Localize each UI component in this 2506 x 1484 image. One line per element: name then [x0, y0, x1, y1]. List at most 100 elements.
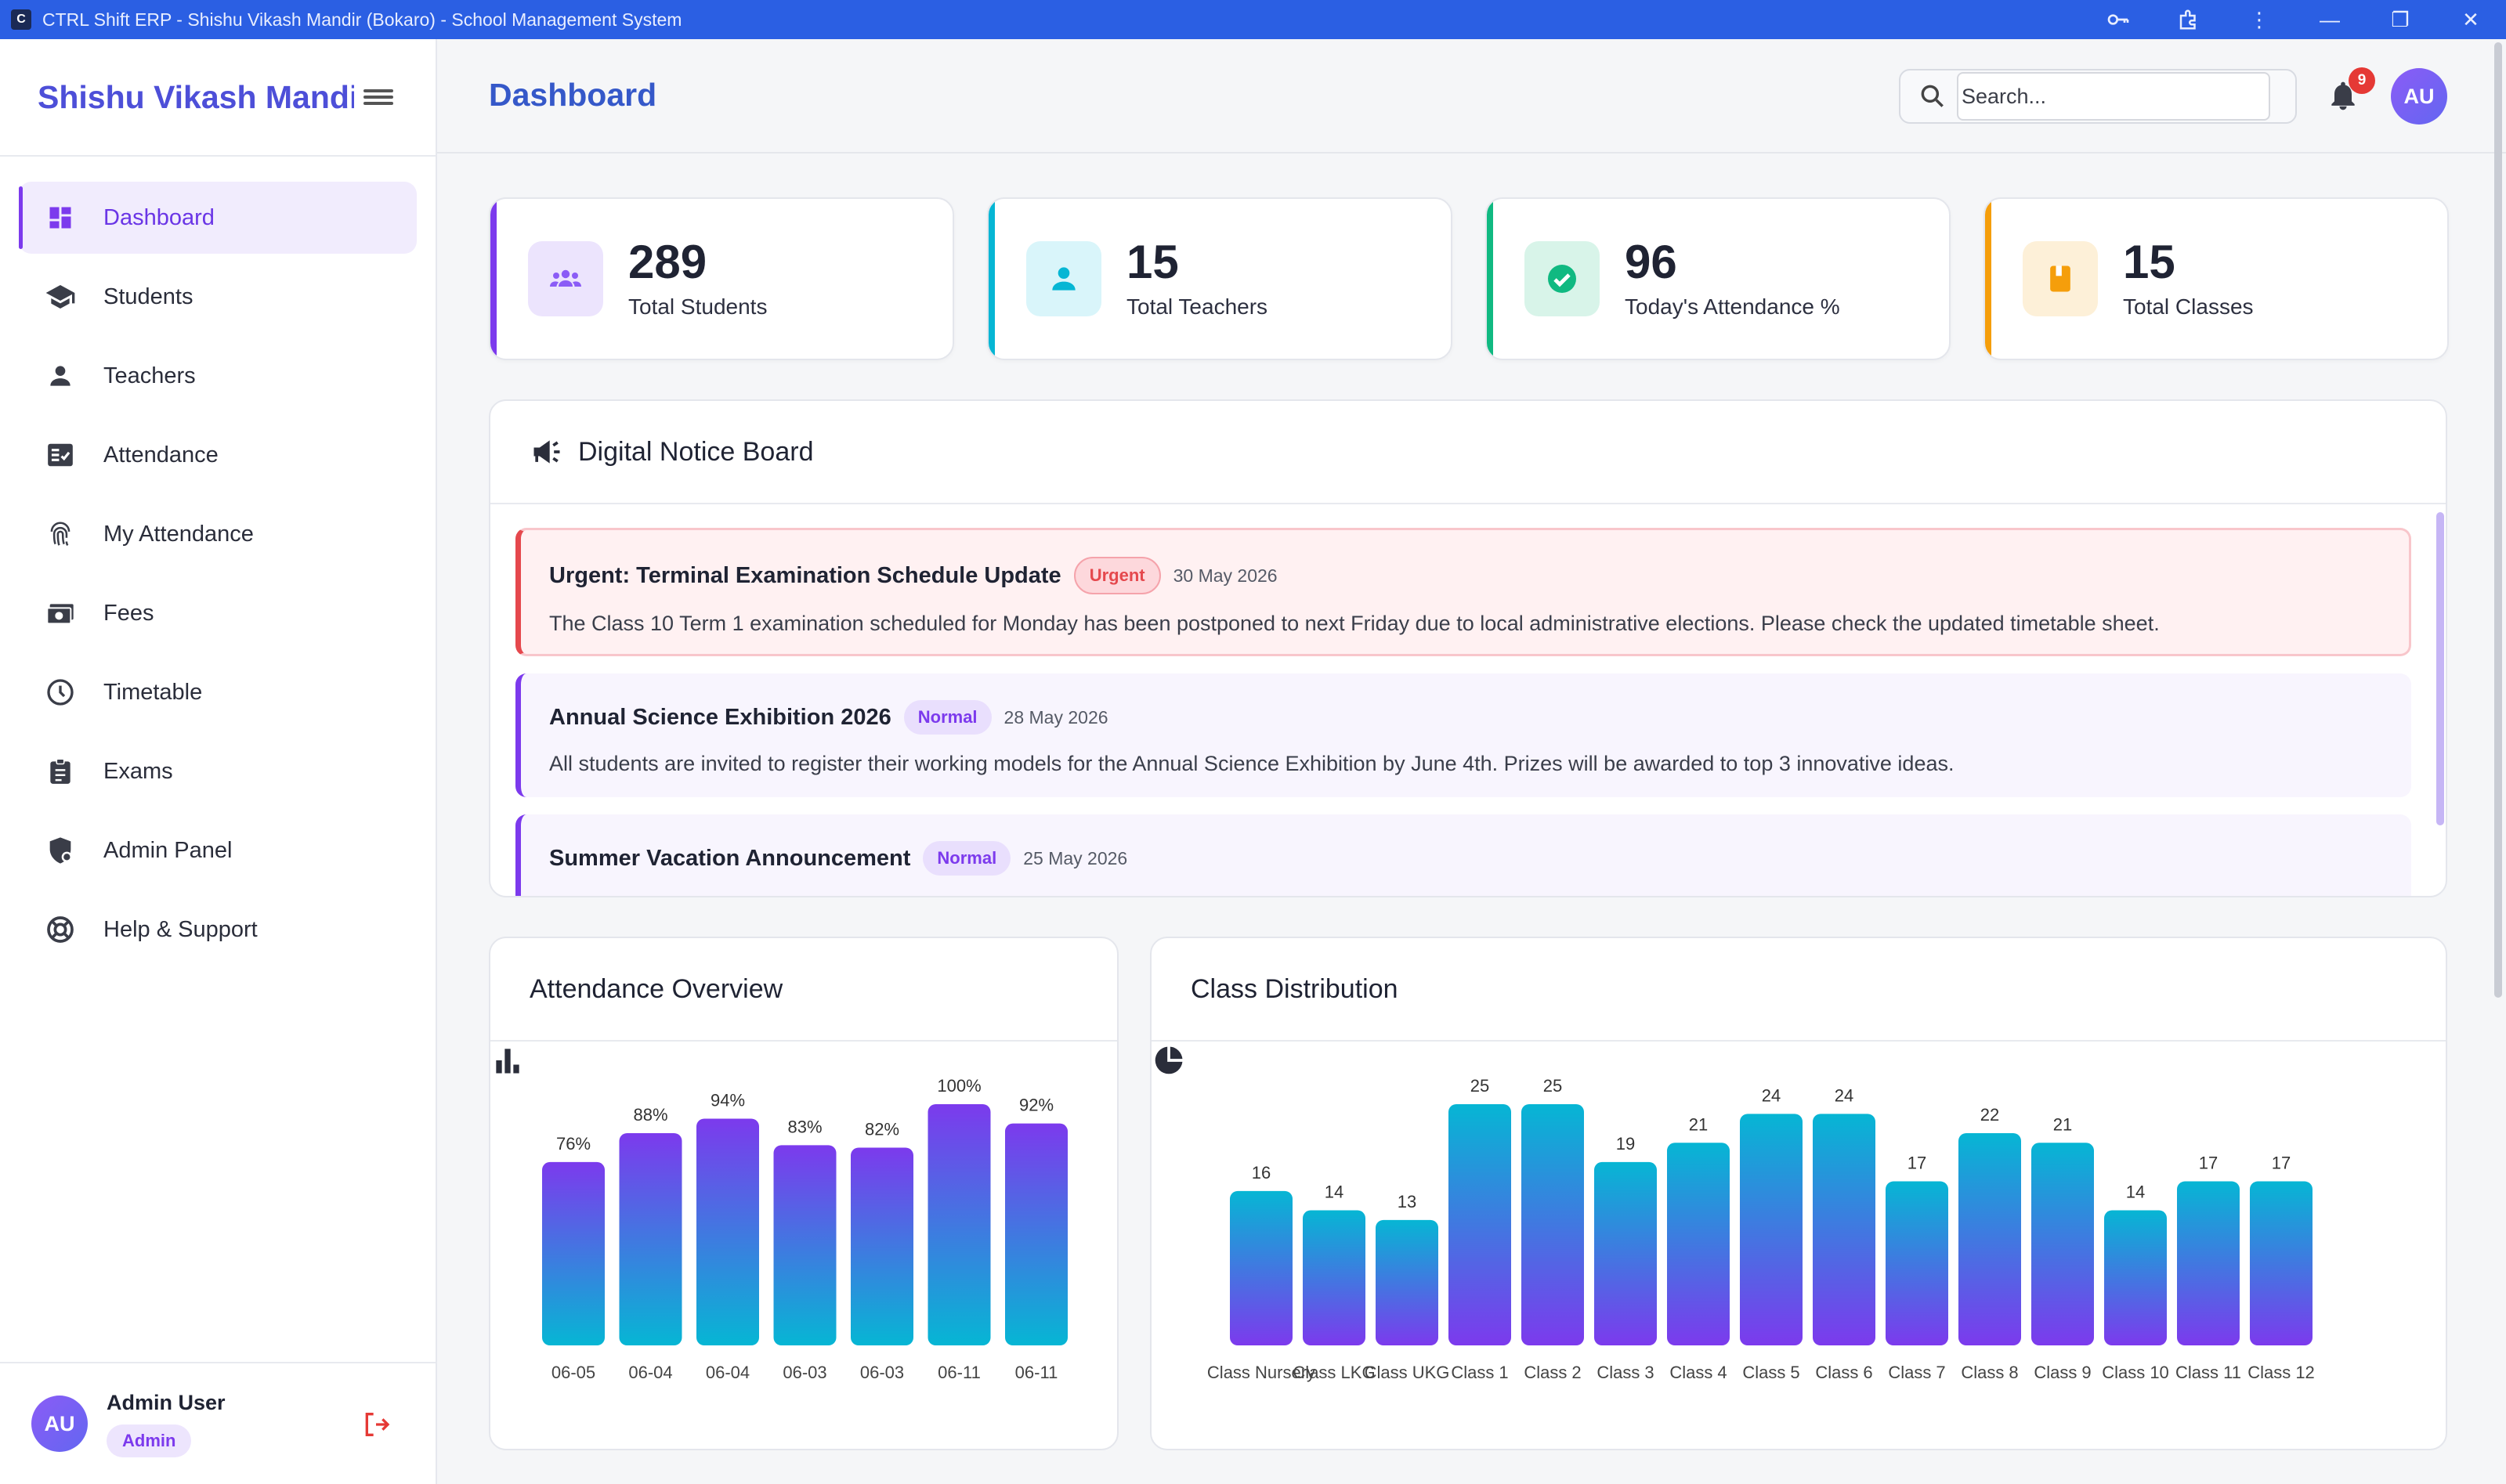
chart-bar[interactable] — [1521, 1104, 1584, 1345]
x-tick-label: 06-05 — [551, 1363, 595, 1382]
clipboard-icon — [44, 755, 77, 788]
stat-card-classes[interactable]: 15 Total Classes — [1983, 197, 2449, 360]
chart-bar[interactable] — [1005, 1123, 1068, 1345]
notice-body: The Class 10 Term 1 examination schedule… — [549, 612, 2160, 635]
chart-bar[interactable] — [928, 1104, 991, 1345]
page-scrollbar[interactable] — [2493, 39, 2503, 1484]
notice-tag: Normal — [923, 841, 1011, 876]
bar-value-label: 94% — [711, 1090, 745, 1110]
x-tick-label: 06-03 — [860, 1363, 904, 1382]
class-distribution-chart: 16 Class Nursery 14 Class LKG 13 Class UKG 25 C… — [1207, 1076, 2315, 1382]
stat-value: 96 — [1625, 236, 1677, 288]
stat-label: Total Teachers — [1126, 294, 1268, 319]
bar-value-label: 83% — [787, 1117, 822, 1136]
stat-card-attendance[interactable]: 96 Today's Attendance % — [1485, 197, 1951, 360]
bar-value-label: 16 — [1252, 1163, 1271, 1183]
more-options-icon[interactable]: ⋮ — [2249, 7, 2269, 31]
chart-bar[interactable] — [1594, 1161, 1657, 1345]
sidebar-item-fees[interactable]: Fees — [19, 577, 417, 649]
sidebar-item-dashboard[interactable]: Dashboard — [19, 182, 417, 254]
notice-item[interactable]: Summer Vacation Announcement Normal 25 M… — [515, 814, 2411, 896]
header-avatar[interactable]: AU — [2391, 68, 2447, 125]
bar-value-label: 19 — [1616, 1134, 1635, 1154]
sidebar-item-help-support[interactable]: Help & Support — [19, 894, 417, 966]
chart-bar[interactable] — [773, 1145, 837, 1345]
chart-bar[interactable] — [1303, 1210, 1365, 1345]
sidebar-item-attendance[interactable]: Attendance — [19, 419, 417, 491]
class-chart-card: Class Distribution 16 Class Nursery 14 Clas… — [1150, 937, 2447, 1450]
chart-bar[interactable] — [1376, 1219, 1438, 1345]
sidebar-item-students[interactable]: Students — [19, 261, 417, 333]
notice-scrollbar[interactable] — [2435, 504, 2446, 896]
bar-value-label: 25 — [1470, 1076, 1489, 1096]
chart-bar[interactable] — [1667, 1143, 1730, 1345]
minimize-button[interactable]: — — [2320, 7, 2340, 31]
stat-label: Total Students — [628, 294, 768, 319]
sidebar-nav: Dashboard Students Teachers Attendance M… — [0, 157, 436, 966]
attendance-chart: 76% 06-05 88% 06-04 94% 06-04 83% 06-03 82% 06-03… — [542, 1076, 1068, 1382]
sidebar-item-timetable[interactable]: Timetable — [19, 656, 417, 728]
bar-value-label: 17 — [1908, 1154, 1926, 1173]
sidebar-item-admin-panel[interactable]: Admin Panel — [19, 814, 417, 886]
restore-button[interactable]: ❐ — [2391, 7, 2410, 31]
logout-icon[interactable] — [360, 1409, 392, 1440]
chart-bar[interactable] — [696, 1118, 759, 1345]
chart-bar[interactable] — [1958, 1132, 2021, 1345]
stat-card-teachers[interactable]: 15 Total Teachers — [987, 197, 1452, 360]
lifebuoy-icon — [44, 913, 77, 946]
chart-bar[interactable] — [1740, 1114, 1803, 1345]
chart-bar[interactable] — [1886, 1181, 1948, 1345]
avatar[interactable]: AU — [31, 1396, 88, 1452]
class-chart-title: Class Distribution — [1191, 973, 1398, 1004]
close-button[interactable]: ✕ — [2462, 7, 2479, 31]
x-tick-label: Class 4 — [1669, 1363, 1727, 1382]
money-icon — [44, 597, 77, 630]
chart-bar[interactable] — [542, 1161, 605, 1345]
bar-value-label: 24 — [1762, 1085, 1781, 1105]
search-icon — [1921, 85, 1944, 107]
check-circle-icon — [1524, 241, 1600, 316]
chart-bar[interactable] — [1230, 1190, 1293, 1345]
search-input[interactable] — [1957, 72, 2270, 121]
chart-bar[interactable] — [1448, 1104, 1511, 1345]
x-tick-label: Class Nursery — [1207, 1363, 1315, 1382]
chart-bar[interactable] — [2031, 1143, 2094, 1345]
sidebar-item-my-attendance[interactable]: My Attendance — [19, 498, 417, 570]
menu-toggle-icon[interactable] — [363, 85, 393, 109]
sidebar-item-label: Exams — [103, 758, 173, 784]
role-badge: Admin — [107, 1424, 192, 1457]
chart-bar[interactable] — [1813, 1114, 1875, 1345]
chart-bar[interactable] — [619, 1132, 682, 1345]
notice-date: 30 May 2026 — [1173, 565, 1278, 586]
x-tick-label: 06-04 — [706, 1363, 750, 1382]
bar-value-label: 76% — [556, 1134, 591, 1154]
fingerprint-icon — [44, 518, 77, 551]
chart-bar[interactable] — [851, 1147, 913, 1345]
bar-value-label: 24 — [1835, 1085, 1853, 1105]
chart-bar[interactable] — [2177, 1181, 2240, 1345]
pie-chart-icon — [1155, 1046, 1183, 1074]
sidebar-item-label: Fees — [103, 600, 154, 626]
x-tick-label: Class UKG — [1365, 1363, 1450, 1382]
sidebar-item-teachers[interactable]: Teachers — [19, 340, 417, 412]
brand-title: Shishu Vikash Mandir — [38, 78, 354, 115]
bar-value-label: 88% — [633, 1105, 667, 1125]
chart-bar[interactable] — [2250, 1181, 2313, 1345]
shield-icon — [44, 834, 77, 867]
chart-bar[interactable] — [2104, 1210, 2167, 1345]
sidebar-item-exams[interactable]: Exams — [19, 735, 417, 807]
card-accent — [1985, 199, 1991, 359]
extensions-icon[interactable] — [2153, 0, 2224, 39]
x-tick-label: Class 1 — [1451, 1363, 1508, 1382]
attendance-chart-card: Attendance Overview 76% 06-05 88% 06-04 94% 0… — [489, 937, 1119, 1450]
bell-icon[interactable] — [2326, 78, 2360, 113]
notice-item[interactable]: Annual Science Exhibition 2026 Normal 28… — [515, 673, 2411, 797]
x-tick-label: Class 7 — [1888, 1363, 1945, 1382]
key-icon[interactable] — [2083, 0, 2153, 39]
notice-title: Annual Science Exhibition 2026 — [549, 704, 891, 730]
person-icon — [44, 359, 77, 392]
notice-title: Summer Vacation Announcement — [549, 845, 911, 871]
notice-item[interactable]: Urgent: Terminal Examination Schedule Up… — [515, 528, 2411, 656]
stat-card-students[interactable]: 289 Total Students — [489, 197, 954, 360]
user-name: Admin User — [107, 1390, 226, 1414]
